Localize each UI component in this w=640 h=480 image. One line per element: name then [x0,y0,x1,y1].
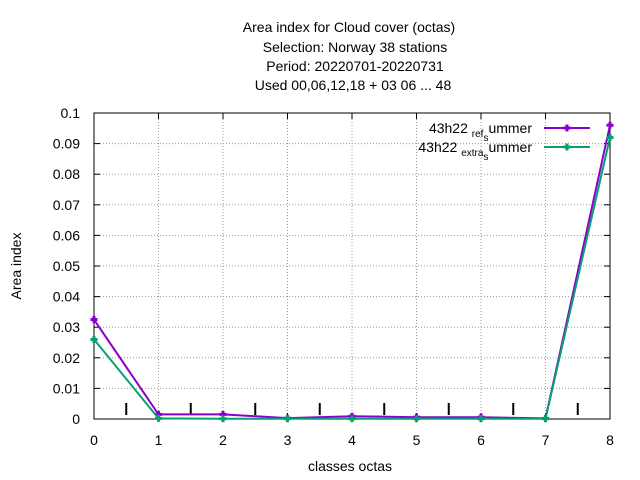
data-point [155,414,162,422]
y-tick-label: 0.01 [53,380,80,396]
legend: 43h22 refsummer 43h22 extrasummer [418,120,590,163]
data-point [477,415,485,423]
series-layer [90,121,614,423]
class-separators [125,403,579,415]
title-line-4: Used 00,06,12,18 + 03 06 ... 48 [255,77,452,93]
legend-label-2: 43h22 extrasummer [418,139,532,163]
x-axis-label: classes octas [308,458,392,474]
y-tick-label: 0.08 [53,166,80,182]
x-tick-label: 6 [477,432,485,448]
x-tick-label: 4 [348,432,356,448]
legend-entry-1: 43h22 refsummer [429,120,590,144]
series-2 [90,133,614,423]
y-tick-label: 0 [72,411,80,427]
data-point [606,121,614,129]
legend-marker-2 [563,143,571,151]
y-axis-ticks: 0 0.01 0.02 0.03 0.04 0.05 0.06 0.07 0.08 0.09 0.1 [53,105,610,427]
title-line-1: Area index for Cloud cover (octas) [243,19,455,35]
x-tick-label: 5 [413,432,421,448]
title-line-3: Period: 20220701-20220731 [266,58,444,74]
legend-label-1: 43h22 refsummer [429,120,532,144]
data-point [90,316,98,324]
data-point [413,415,420,423]
x-tick-label: 2 [219,432,227,448]
data-point [90,335,98,343]
legend-entry-2: 43h22 extrasummer [418,139,590,163]
y-tick-label: 0.06 [53,227,80,243]
data-point [542,415,549,423]
data-point [606,133,614,141]
legend-marker-1 [563,124,571,132]
data-point [219,415,227,423]
series-1 [90,121,614,422]
x-tick-label: 8 [606,432,614,448]
y-tick-label: 0.04 [53,289,80,305]
y-axis-label: Area index [8,233,24,300]
y-tick-label: 0.1 [61,105,81,121]
y-tick-label: 0.07 [53,197,80,213]
x-tick-label: 7 [542,432,550,448]
data-point [348,415,356,423]
x-tick-label: 3 [284,432,292,448]
chart-title: Area index for Cloud cover (octas) Selec… [243,19,455,93]
x-tick-label: 0 [90,432,98,448]
data-point [284,415,291,423]
y-tick-label: 0.05 [53,258,80,274]
grid [94,113,610,419]
y-tick-label: 0.03 [53,319,80,335]
y-tick-label: 0.02 [53,350,80,366]
x-axis-ticks: 0 1 2 3 4 5 6 7 8 [90,113,614,448]
x-tick-label: 1 [155,432,163,448]
y-tick-label: 0.09 [53,136,80,152]
title-line-2: Selection: Norway 38 stations [263,39,447,55]
